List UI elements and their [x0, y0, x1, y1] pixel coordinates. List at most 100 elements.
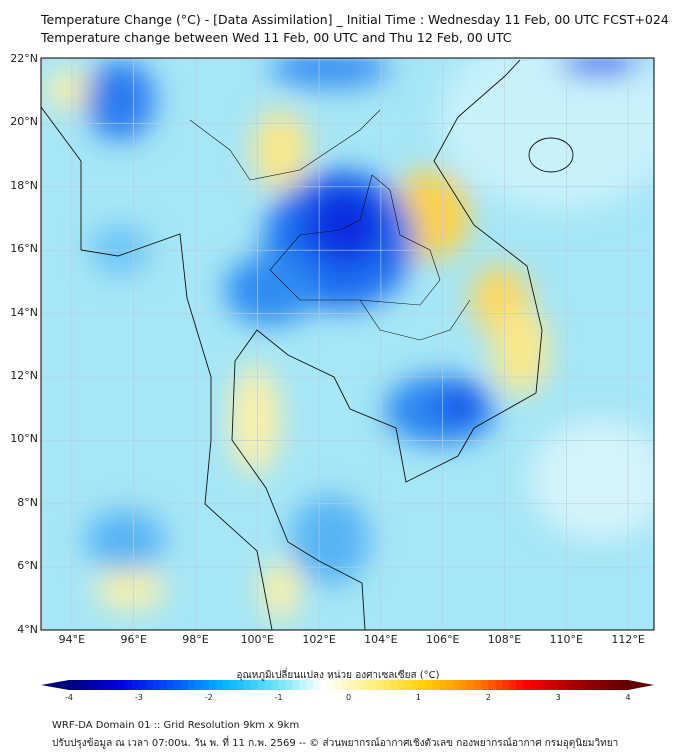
colorbar-swatch: [362, 680, 370, 690]
colorbar-swatch: [425, 680, 433, 690]
lat-label: 16°N: [10, 242, 38, 256]
colorbar-swatch: [306, 680, 315, 690]
colorbar-swatch: [383, 680, 391, 690]
lat-label: 6°N: [17, 559, 38, 573]
colorbar-swatch: [285, 680, 294, 690]
colorbar-swatch: [502, 680, 510, 690]
colorbar-swatch: [558, 680, 566, 690]
lat-label: 18°N: [10, 178, 38, 192]
colorbar-swatch: [537, 680, 545, 690]
colorbar-tick: -2: [204, 693, 213, 702]
colorbar-swatch: [313, 680, 322, 690]
graticule: [41, 58, 654, 630]
lon-label: 94°E: [58, 633, 86, 646]
lon-label: 104°E: [364, 633, 398, 646]
lon-label: 96°E: [120, 633, 147, 646]
colorbar-swatch: [600, 680, 608, 690]
colorbar-swatch: [159, 680, 168, 690]
colorbar-tick: -1: [274, 693, 283, 702]
colorbar-swatch: [250, 680, 259, 690]
colorbar-swatch: [278, 680, 287, 690]
colorbar-swatch: [243, 680, 252, 690]
temperature-field: [45, 58, 654, 620]
colorbar-swatch: [124, 680, 133, 690]
colorbar-swatch: [565, 680, 573, 690]
colorbar: [41, 680, 654, 690]
colorbar-swatch: [236, 680, 245, 690]
colorbar-swatch: [551, 680, 559, 690]
colorbar-swatch: [453, 680, 461, 690]
colorbar-label: อุณหภูมิเปลี่ยนแปลง หน่วย องศาเซลเซียส (…: [236, 670, 440, 681]
colorbar-swatch: [572, 680, 580, 690]
colorbar-swatch: [110, 680, 119, 690]
colorbar-swatch: [516, 680, 524, 690]
lat-label: 4°N: [17, 622, 38, 636]
lat-label: 10°N: [10, 432, 38, 446]
colorbar-swatch: [138, 680, 147, 690]
colorbar-swatch: [187, 680, 196, 690]
lon-label: 106°E: [425, 633, 460, 646]
map-frame: [40, 57, 655, 631]
colorbar-swatch: [593, 680, 601, 690]
colorbar-swatch: [432, 680, 440, 690]
colorbar-swatch: [530, 680, 538, 690]
lon-label: 102°E: [302, 633, 336, 646]
colorbar-swatch: [446, 680, 454, 690]
colorbar-tick: -4: [65, 693, 73, 702]
colorbar-tick: 1: [415, 693, 421, 702]
colorbar-swatch: [460, 680, 468, 690]
colorbar-tick: 0: [345, 693, 352, 702]
colorbar-swatch: [341, 680, 349, 690]
colorbar-low-extend: [41, 680, 69, 690]
colorbar-swatch: [467, 680, 475, 690]
colorbar-swatch: [544, 680, 552, 690]
colorbar-swatch: [264, 680, 273, 690]
colorbar-swatch: [173, 680, 182, 690]
colorbar-swatch: [376, 680, 384, 690]
colorbar-swatch: [299, 680, 308, 690]
colorbar-swatch: [166, 680, 175, 690]
colorbar-swatch: [152, 680, 161, 690]
colorbar-swatch: [271, 680, 280, 690]
colorbar-swatch: [418, 680, 426, 690]
lat-label: 8°N: [17, 495, 38, 509]
colorbar-swatch: [257, 680, 266, 690]
colorbar-swatch: [495, 680, 503, 690]
colorbar-swatch: [481, 680, 489, 690]
title-line-2: Temperature change between Wed 11 Feb, 0…: [41, 30, 512, 45]
footer-line-2: ปรับปรุงข้อมูล ณ เวลา 07:00น. วัน พ. ที่…: [52, 738, 619, 749]
colorbar-swatch: [607, 680, 615, 690]
colorbar-swatch: [397, 680, 405, 690]
colorbar-swatch: [488, 680, 496, 690]
colorbar-swatch: [208, 680, 217, 690]
colorbar-swatch: [194, 680, 203, 690]
lon-label: 108°E: [487, 633, 522, 646]
lon-label: 100°E: [240, 633, 275, 646]
lon-label: 110°E: [549, 633, 584, 646]
lon-label: 98°E: [182, 633, 209, 646]
colorbar-swatch: [89, 680, 98, 690]
colorbar-swatch: [75, 680, 84, 690]
colorbar-swatch: [229, 680, 238, 690]
title-line-1: Temperature Change (°C) - [Data Assimila…: [41, 12, 669, 27]
colorbar-swatch: [355, 680, 363, 690]
colorbar-swatch: [131, 680, 140, 690]
colorbar-high-extend: [628, 680, 654, 690]
colorbar-swatch: [439, 680, 447, 690]
colorbar-swatch: [117, 680, 126, 690]
colorbar-swatch: [509, 680, 517, 690]
colorbar-tick: -3: [134, 693, 143, 702]
colorbar-swatch: [579, 680, 587, 690]
colorbar-swatch: [348, 680, 356, 690]
colorbar-swatch: [523, 680, 531, 690]
colorbar-swatch: [69, 680, 77, 690]
lat-label: 12°N: [10, 369, 38, 382]
colorbar-swatch: [474, 680, 482, 690]
colorbar-swatch: [222, 680, 231, 690]
colorbar-swatch: [334, 680, 343, 690]
colorbar-swatch: [390, 680, 398, 690]
colorbar-swatch: [201, 680, 210, 690]
colorbar-swatch: [369, 680, 377, 690]
